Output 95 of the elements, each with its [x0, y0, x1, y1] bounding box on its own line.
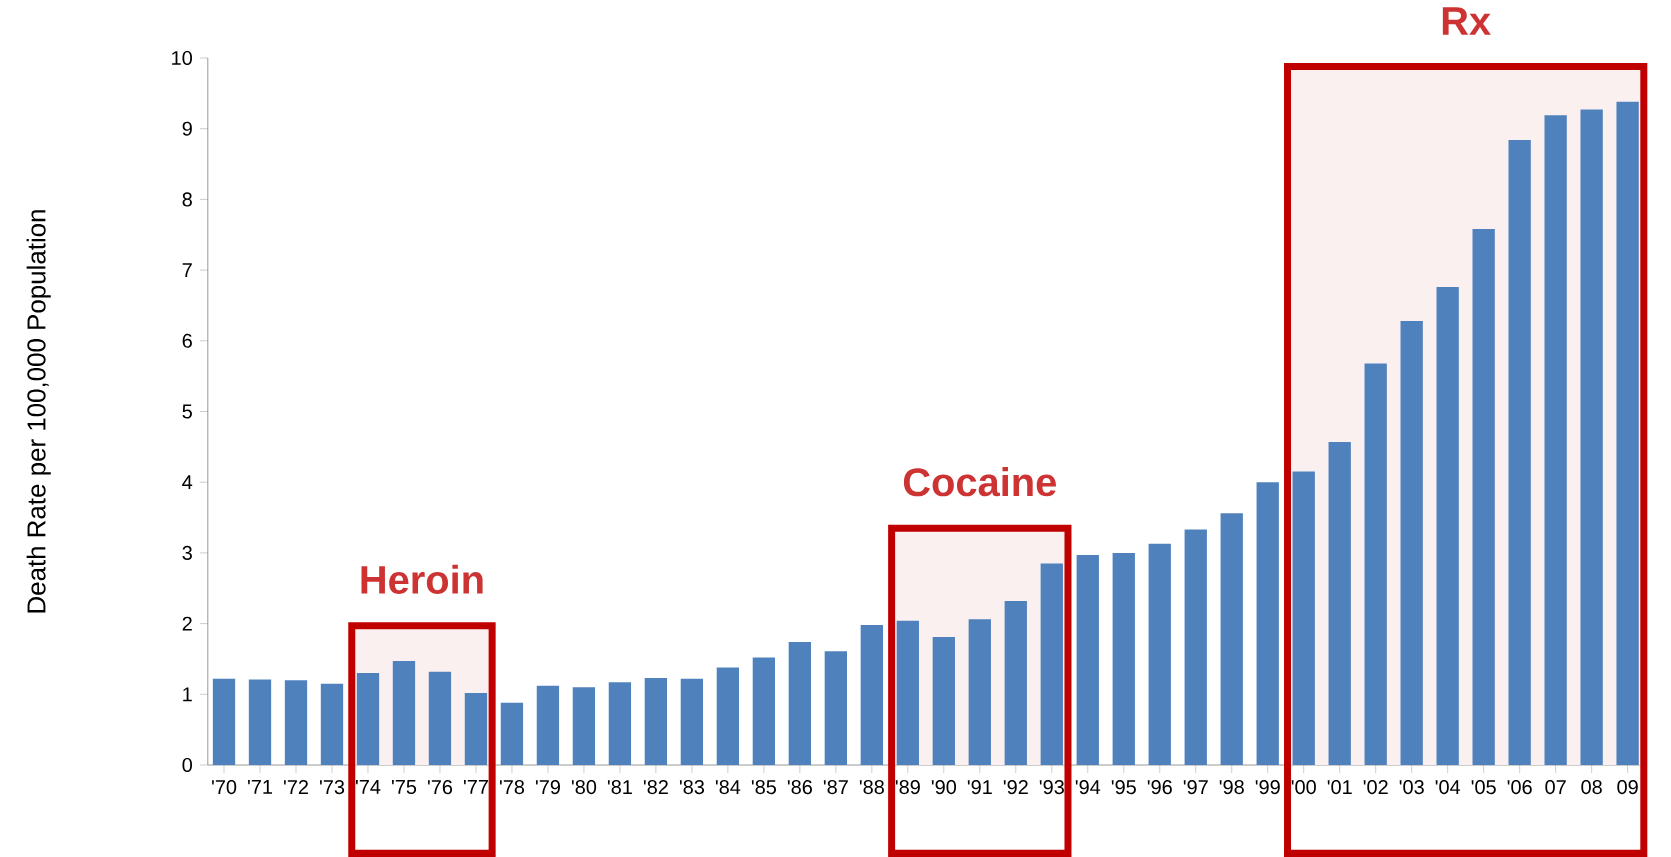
bar	[788, 641, 812, 765]
x-tick-label: '98	[1219, 780, 1244, 795]
bar	[428, 671, 452, 765]
x-tick-label: '92	[1003, 780, 1028, 795]
x-tick-label: '70	[212, 780, 237, 795]
y-tick-label: 3	[182, 545, 192, 560]
bar	[1004, 600, 1027, 765]
x-tick-label: '00	[1291, 780, 1316, 795]
bar	[1220, 513, 1243, 765]
bar	[752, 657, 776, 765]
bar	[1076, 555, 1099, 765]
bar	[212, 678, 236, 765]
x-tick-label: '93	[1039, 780, 1064, 795]
y-tick-label: 6	[182, 333, 192, 348]
band-label: Rx	[1442, 7, 1491, 35]
bar	[248, 679, 272, 765]
x-tick-label: '88	[859, 780, 884, 795]
x-tick-label: '80	[571, 780, 597, 795]
bar	[716, 667, 740, 765]
x-tick-label: '77	[463, 780, 488, 794]
bar	[500, 702, 524, 765]
x-tick-label: '05	[1471, 780, 1496, 795]
x-tick-label: '86	[787, 780, 812, 795]
bar	[932, 637, 955, 765]
bar	[608, 682, 632, 765]
x-tick-label: '89	[895, 780, 920, 795]
x-tick-label: '90	[931, 780, 957, 795]
x-tick-label: '85	[751, 780, 777, 795]
y-tick-label: 2	[182, 616, 192, 631]
bar	[1364, 363, 1387, 765]
band-label: Cocaine	[903, 467, 1056, 497]
y-tick-label: 7	[182, 263, 192, 277]
x-tick-label: '74	[355, 780, 381, 794]
bar	[1472, 229, 1495, 765]
bar	[536, 685, 560, 765]
x-tick-label: '04	[1435, 780, 1461, 795]
x-tick-label: '96	[1147, 780, 1172, 795]
x-tick-label: '95	[1111, 780, 1136, 795]
bar	[320, 683, 344, 765]
bar	[1292, 471, 1315, 765]
x-tick-label: '84	[715, 780, 741, 795]
bar	[896, 620, 919, 765]
x-tick-label: 07	[1545, 780, 1566, 795]
x-tick-label: '99	[1255, 780, 1280, 795]
x-tick-label: '01	[1327, 780, 1352, 795]
bar	[464, 692, 488, 765]
y-tick-label: 5	[182, 404, 192, 419]
x-tick-label: '72	[284, 780, 308, 794]
bar	[644, 678, 668, 765]
x-tick-label: '87	[823, 780, 848, 795]
bar	[1040, 563, 1063, 765]
x-tick-label: '97	[1183, 780, 1208, 795]
bar	[968, 619, 991, 765]
x-tick-label: '75	[391, 780, 417, 794]
band-label: Heroin	[361, 564, 483, 594]
bar	[860, 625, 883, 765]
x-tick-label: '81	[607, 780, 632, 795]
x-tick-label: '73	[319, 780, 345, 795]
bar	[284, 680, 308, 765]
bar	[1436, 287, 1459, 765]
bar	[1148, 543, 1171, 765]
bar	[1616, 101, 1639, 765]
bar	[1508, 140, 1531, 765]
y-tick-label: 0	[182, 757, 192, 773]
y-tick-label: 1	[183, 687, 192, 702]
x-tick-label: '03	[1399, 780, 1424, 795]
x-tick-label: '02	[1363, 780, 1388, 795]
bar	[1256, 482, 1279, 765]
bar	[680, 678, 704, 765]
y-axis-title: Death Rate per 100,000 Population	[26, 210, 51, 613]
x-tick-label: '83	[679, 780, 704, 795]
bar	[1544, 115, 1567, 765]
x-tick-label: '71	[248, 780, 273, 794]
x-tick-label: '79	[535, 780, 560, 795]
x-tick-label: '82	[643, 780, 668, 795]
x-tick-label: '94	[1075, 780, 1101, 795]
x-tick-label: '76	[427, 780, 453, 795]
x-tick-label: 09	[1617, 780, 1638, 795]
y-tick-label: 4	[182, 475, 193, 490]
bar	[1400, 321, 1423, 765]
x-tick-label: '91	[967, 780, 992, 795]
x-tick-label: '06	[1507, 780, 1532, 795]
y-tick-label: 9	[182, 121, 192, 136]
x-tick-label: 08	[1581, 780, 1602, 795]
y-tick-label: 8	[182, 192, 192, 207]
y-tick-label: 10	[172, 50, 192, 66]
bar	[356, 673, 380, 765]
bar	[1112, 552, 1135, 765]
bar	[1184, 529, 1207, 765]
bar	[392, 661, 416, 765]
bar	[1328, 441, 1351, 765]
bar	[1580, 109, 1603, 765]
bar	[824, 651, 847, 765]
bar	[572, 687, 596, 765]
x-tick-label: '78	[499, 780, 525, 795]
